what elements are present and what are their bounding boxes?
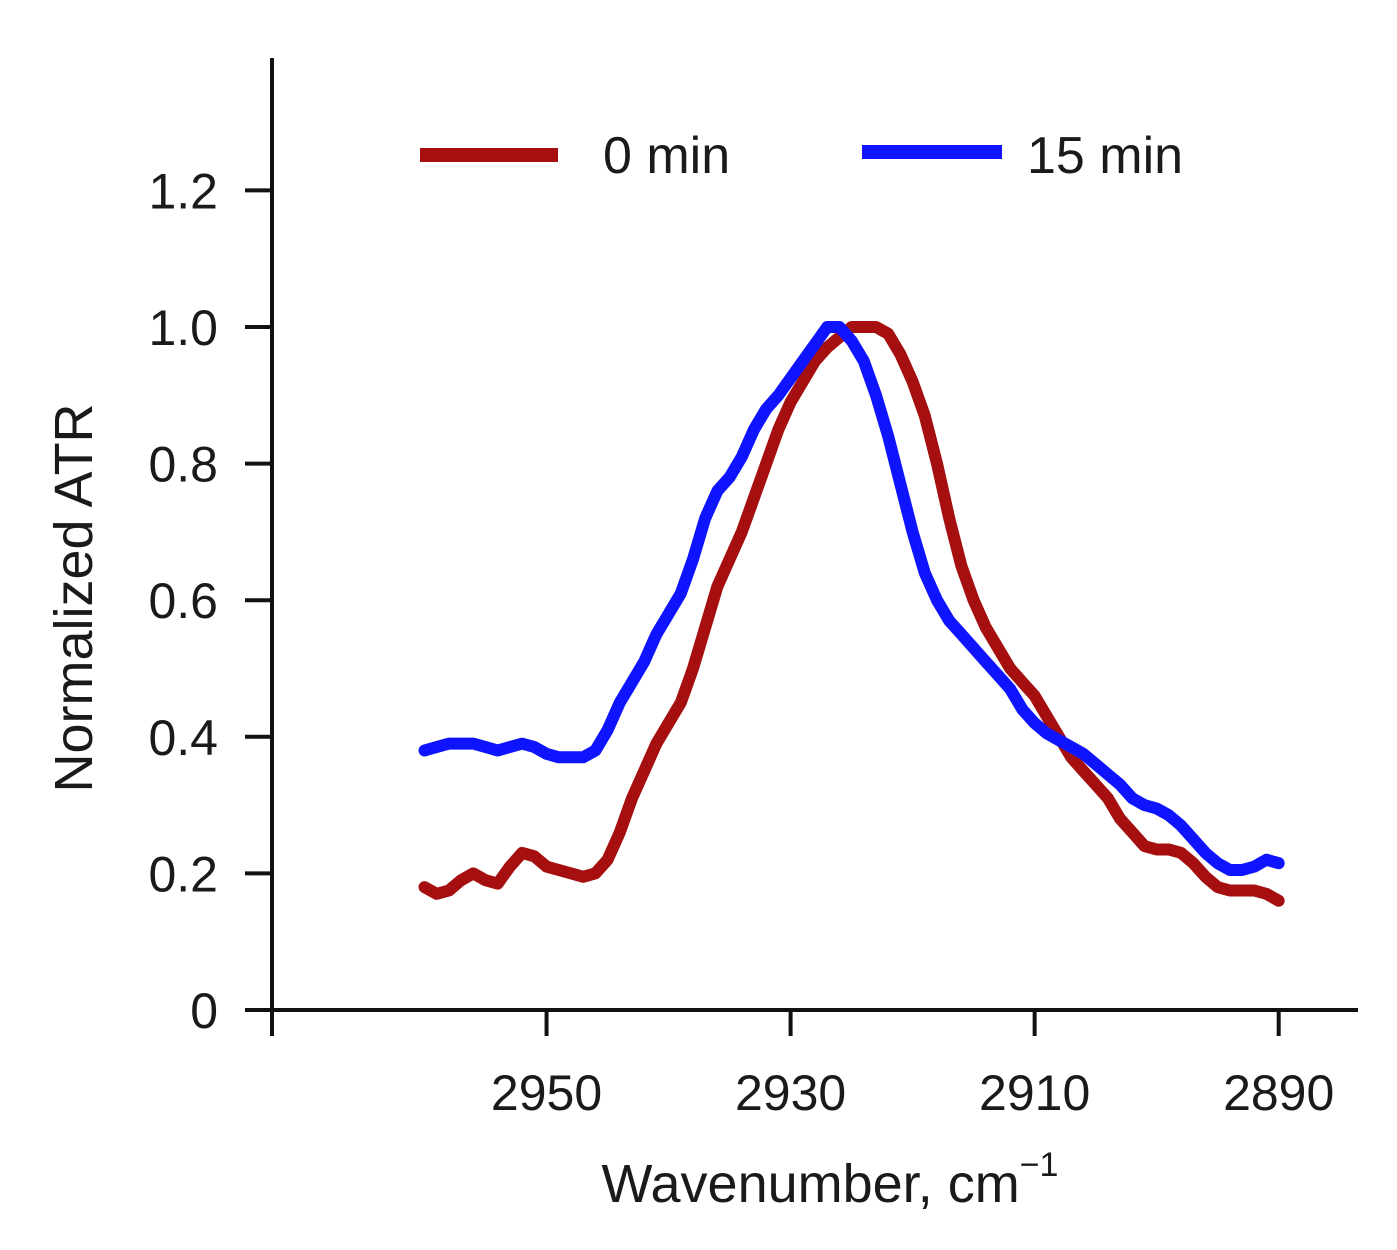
legend-label-15-min: 15 min [1027,127,1183,185]
plot-area: 0 0.2 0.4 0.6 0.8 1.0 1.2 2950 2930 2910 2890 [148,58,1358,1121]
y-tick-label-3: 0.6 [148,573,218,629]
y-tick-label-0: 0 [190,983,218,1039]
y-axis-label: Normalized ATR [44,403,104,792]
series-line-15-min [418,321,1285,876]
x-axis-label-text: Wavenumber, cm [602,1154,1020,1214]
x-axis-label-superscript: −1 [1020,1146,1059,1184]
x-axis-ticks: 2950 2930 2910 2890 [270,1010,1334,1121]
x-tick-label-3: 2890 [1223,1065,1334,1121]
series-layer [418,321,1285,907]
x-tick-label-1: 2930 [735,1065,846,1121]
y-tick-label-4: 0.8 [148,437,218,493]
y-tick-label-6: 1.2 [148,163,218,219]
x-tick-label-2: 2910 [979,1065,1090,1121]
y-axis-ticks: 0 0.2 0.4 0.6 0.8 1.0 1.2 [148,163,272,1039]
y-tick-label-5: 1.0 [148,300,218,356]
y-tick-label-2: 0.4 [148,710,218,766]
legend-label-0-min: 0 min [603,127,730,185]
series-line-0-min [418,321,1285,907]
y-tick-label-1: 0.2 [148,846,218,902]
x-tick-label-0: 2950 [491,1065,602,1121]
legend: 0 min 15 min [420,127,1183,185]
x-axis-label: Wavenumber, cm−1 [602,1146,1059,1214]
